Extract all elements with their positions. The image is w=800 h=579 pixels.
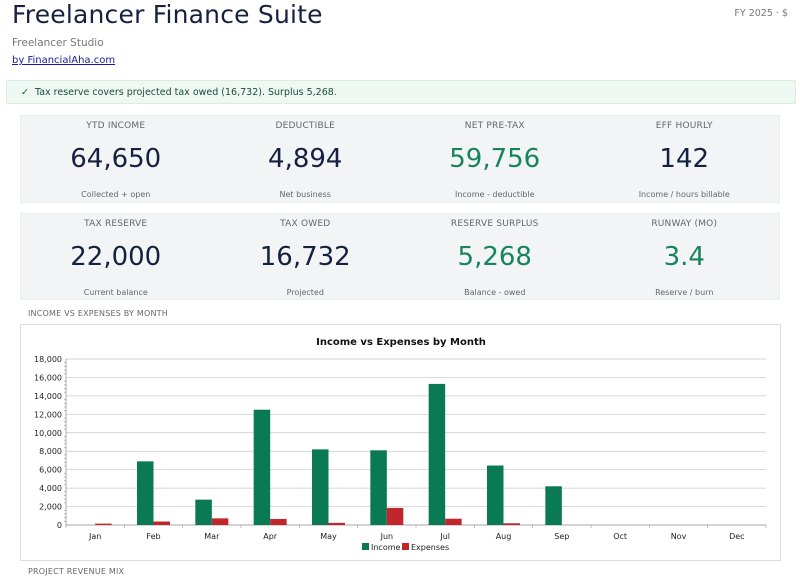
kpi-subtext: Projected [286, 288, 324, 297]
legend-label-income: Income [371, 543, 401, 552]
kpi-value: 5,268 [457, 242, 532, 272]
income-bar [487, 465, 504, 525]
kpi-reserve-surplus: RESERVE SURPLUS 5,268 Balance - owed [400, 214, 590, 299]
chart-svg: Income vs Expenses by Month 0 2,000 4,000 6,… [34, 337, 767, 552]
x-tick-label: May [320, 532, 337, 541]
legend-label-expenses: Expenses [411, 543, 449, 552]
x-tick-label: Sep [554, 532, 569, 541]
kpi-net-pre-tax: NET PRE-TAX 59,756 Income - deductible [400, 116, 590, 202]
x-tick-label: Nov [671, 532, 687, 541]
kpi-deductible: DEDUCTIBLE 4,894 Net business [211, 116, 401, 202]
kpi-subtext: Net business [279, 190, 331, 199]
y-tick-label: 4,000 [39, 484, 62, 493]
byline-link[interactable]: by FinancialAha.com [12, 55, 116, 66]
status-banner: ✓ Tax reserve covers projected tax owed (… [6, 80, 796, 104]
y-tick-label: 2,000 [39, 503, 62, 512]
y-tick-label: 10,000 [34, 429, 62, 438]
x-tick-label: Oct [613, 532, 627, 541]
income-bar [137, 461, 154, 525]
kpi-tax-reserve: TAX RESERVE 22,000 Current balance [21, 214, 211, 299]
expense-bar [270, 519, 287, 525]
x-tick-label: Jul [439, 532, 450, 541]
income-bar [312, 449, 329, 525]
kpi-label: DEDUCTIBLE [275, 121, 335, 131]
kpi-value: 64,650 [70, 144, 162, 174]
y-tick-label: 8,000 [39, 447, 62, 456]
income-bar [545, 486, 562, 525]
chart-section-heading: INCOME VS EXPENSES BY MONTH [28, 309, 168, 318]
kpi-row-2: TAX RESERVE 22,000 Current balance TAX O… [20, 213, 780, 300]
y-tick-label: 14,000 [34, 392, 62, 401]
kpi-value: 4,894 [268, 144, 343, 174]
kpi-value: 3.4 [663, 242, 705, 272]
kpi-value: 142 [659, 144, 710, 174]
kpi-subtext: Collected + open [81, 190, 151, 199]
kpi-row-1: YTD INCOME 64,650 Collected + open DEDUC… [20, 115, 780, 203]
check-icon: ✓ [21, 87, 29, 98]
kpi-eff-hourly: EFF HOURLY 142 Income / hours billable [590, 116, 780, 202]
income-bar [370, 450, 387, 525]
kpi-value: 22,000 [70, 242, 162, 272]
fiscal-year-label: FY 2025 · $ [734, 8, 788, 19]
kpi-subtext: Income - deductible [454, 190, 535, 199]
kpi-label: TAX OWED [280, 219, 331, 229]
x-tick-label: Dec [729, 532, 744, 541]
income-bar [253, 409, 271, 525]
kpi-tax-owed: TAX OWED 16,732 Projected [211, 214, 401, 299]
expense-bar [328, 522, 345, 525]
kpi-subtext: Balance - owed [464, 288, 526, 297]
y-tick-label: 6,000 [39, 466, 62, 475]
kpi-label: RUNWAY (MO) [651, 219, 718, 229]
y-tick-label: 12,000 [34, 410, 62, 419]
income-expenses-chart: Income vs Expenses by Month 0 2,000 4,000 6,… [20, 324, 781, 561]
kpi-value: 59,756 [449, 144, 541, 174]
kpi-label: EFF HOURLY [655, 121, 713, 131]
x-tick-label: Jan [88, 532, 101, 541]
kpi-value: 16,732 [259, 242, 351, 272]
x-tick-label: Mar [204, 532, 220, 541]
chart-title: Income vs Expenses by Month [316, 337, 486, 348]
banner-text: Tax reserve covers projected tax owed (1… [34, 87, 337, 98]
legend-swatch-expenses [402, 543, 409, 550]
expense-bar [153, 521, 170, 525]
kpi-runway: RUNWAY (MO) 3.4 Reserve / burn [590, 214, 780, 299]
expense-bar [503, 523, 520, 525]
x-tick-label: Jun [380, 532, 394, 541]
revenue-mix-heading: PROJECT REVENUE MIX [28, 567, 125, 576]
app-title: Freelancer Finance Suite [12, 0, 323, 29]
x-tick-label: Feb [146, 532, 160, 541]
kpi-label: NET PRE-TAX [464, 121, 525, 131]
y-tick-label: 18,000 [34, 355, 62, 364]
studio-name: Freelancer Studio [12, 37, 104, 49]
income-bar [195, 499, 212, 525]
income-bar [428, 383, 446, 525]
kpi-subtext: Reserve / burn [655, 288, 714, 297]
expense-bar [386, 507, 404, 525]
expense-bar [211, 518, 229, 525]
kpi-ytd-income: YTD INCOME 64,650 Collected + open [21, 116, 211, 202]
kpi-subtext: Current balance [83, 288, 148, 297]
kpi-label: TAX RESERVE [84, 219, 148, 229]
kpi-label: RESERVE SURPLUS [450, 219, 539, 229]
y-tick-label: 0 [57, 521, 62, 530]
expense-bar [445, 518, 462, 525]
y-tick-label: 16,000 [34, 373, 62, 382]
kpi-subtext: Income / hours billable [638, 190, 730, 199]
kpi-label: YTD INCOME [86, 121, 146, 131]
expense-bar [95, 523, 112, 525]
legend-swatch-income [362, 543, 369, 550]
x-tick-label: Apr [263, 532, 278, 541]
x-tick-label: Aug [496, 532, 512, 541]
